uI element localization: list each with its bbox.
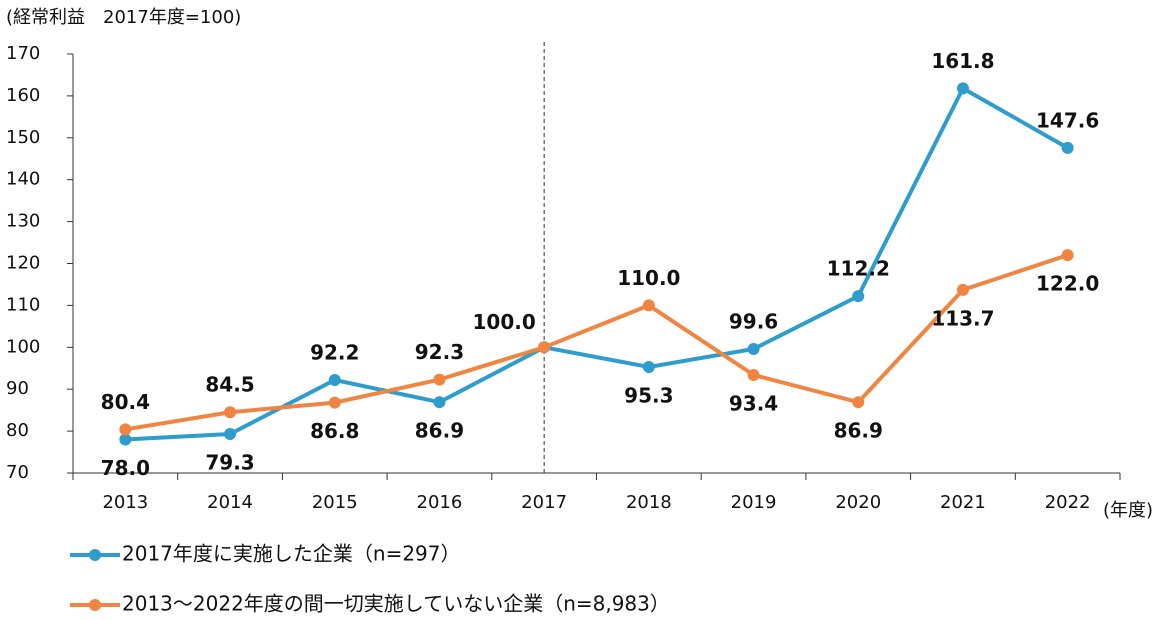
series-line [125,85,1069,442]
x-tick-label: 2018 [626,492,672,513]
data-label: 110.0 [617,266,680,290]
data-label: 161.8 [931,49,994,73]
series-line [125,253,1069,432]
y-tick-label: 150 [6,127,40,148]
x-tick-label: 2013 [102,492,148,513]
x-tick-label: 2021 [940,492,986,513]
data-point [642,360,655,373]
data-point [852,290,865,303]
y-tick-label: 120 [6,253,40,274]
y-axis-title: (経常利益 2017年度=100) [6,7,241,28]
data-point [1061,249,1074,262]
data-label: 84.5 [205,373,254,397]
y-tick-label: 80 [6,420,29,441]
y-tick-label: 90 [6,378,29,399]
data-point [433,373,446,386]
y-tick-label: 130 [6,211,40,232]
data-label: 112.2 [827,257,890,281]
data-label: 86.8 [310,419,359,443]
data-point [538,341,551,354]
y-tick-label: 140 [6,169,40,190]
x-tick-label: 2016 [417,492,463,513]
data-point [747,342,760,355]
data-point [1061,141,1074,154]
data-point [956,82,969,95]
data-point [852,396,865,409]
x-tick-label: 2019 [731,492,777,513]
x-tick-label: 2014 [207,492,253,513]
data-point [119,423,132,436]
legend-label: 2013～2022年度の間一切実施していない企業（n=8,983） [122,592,670,616]
x-tick-label: 2017 [521,492,567,513]
data-label: 86.9 [415,419,464,443]
data-point [119,433,132,446]
data-label: 99.6 [729,309,778,333]
data-label: 113.7 [931,306,994,330]
data-point [328,396,341,409]
data-label: 147.6 [1036,108,1099,132]
data-point [328,373,341,386]
y-tick-label: 100 [6,336,40,357]
data-label: 95.3 [624,383,673,407]
data-point [747,368,760,381]
data-point [224,406,237,419]
data-point [642,299,655,312]
y-tick-label: 70 [6,462,29,483]
y-tick-label: 170 [6,43,40,64]
data-label: 79.3 [205,451,254,475]
data-label: 93.4 [729,391,778,415]
y-tick-label: 160 [6,85,40,106]
x-axis-title: (年度) [1103,500,1153,521]
x-tick-label: 2022 [1045,492,1091,513]
x-tick-label: 2020 [835,492,881,513]
data-point [224,428,237,441]
legend-marker [89,549,101,561]
legend-marker [89,599,101,611]
y-tick-label: 110 [6,294,40,315]
data-label: 86.9 [834,419,883,443]
data-label: 122.0 [1036,272,1099,296]
data-label: 100.0 [473,310,536,334]
legend-label: 2017年度に実施した企業（n=297） [122,542,461,566]
data-point [956,283,969,296]
x-tick-label: 2015 [312,492,358,513]
data-label: 78.0 [101,456,150,480]
data-label: 92.2 [310,340,359,364]
data-label: 80.4 [101,390,150,414]
data-point [433,396,446,409]
data-label: 92.3 [415,340,464,364]
